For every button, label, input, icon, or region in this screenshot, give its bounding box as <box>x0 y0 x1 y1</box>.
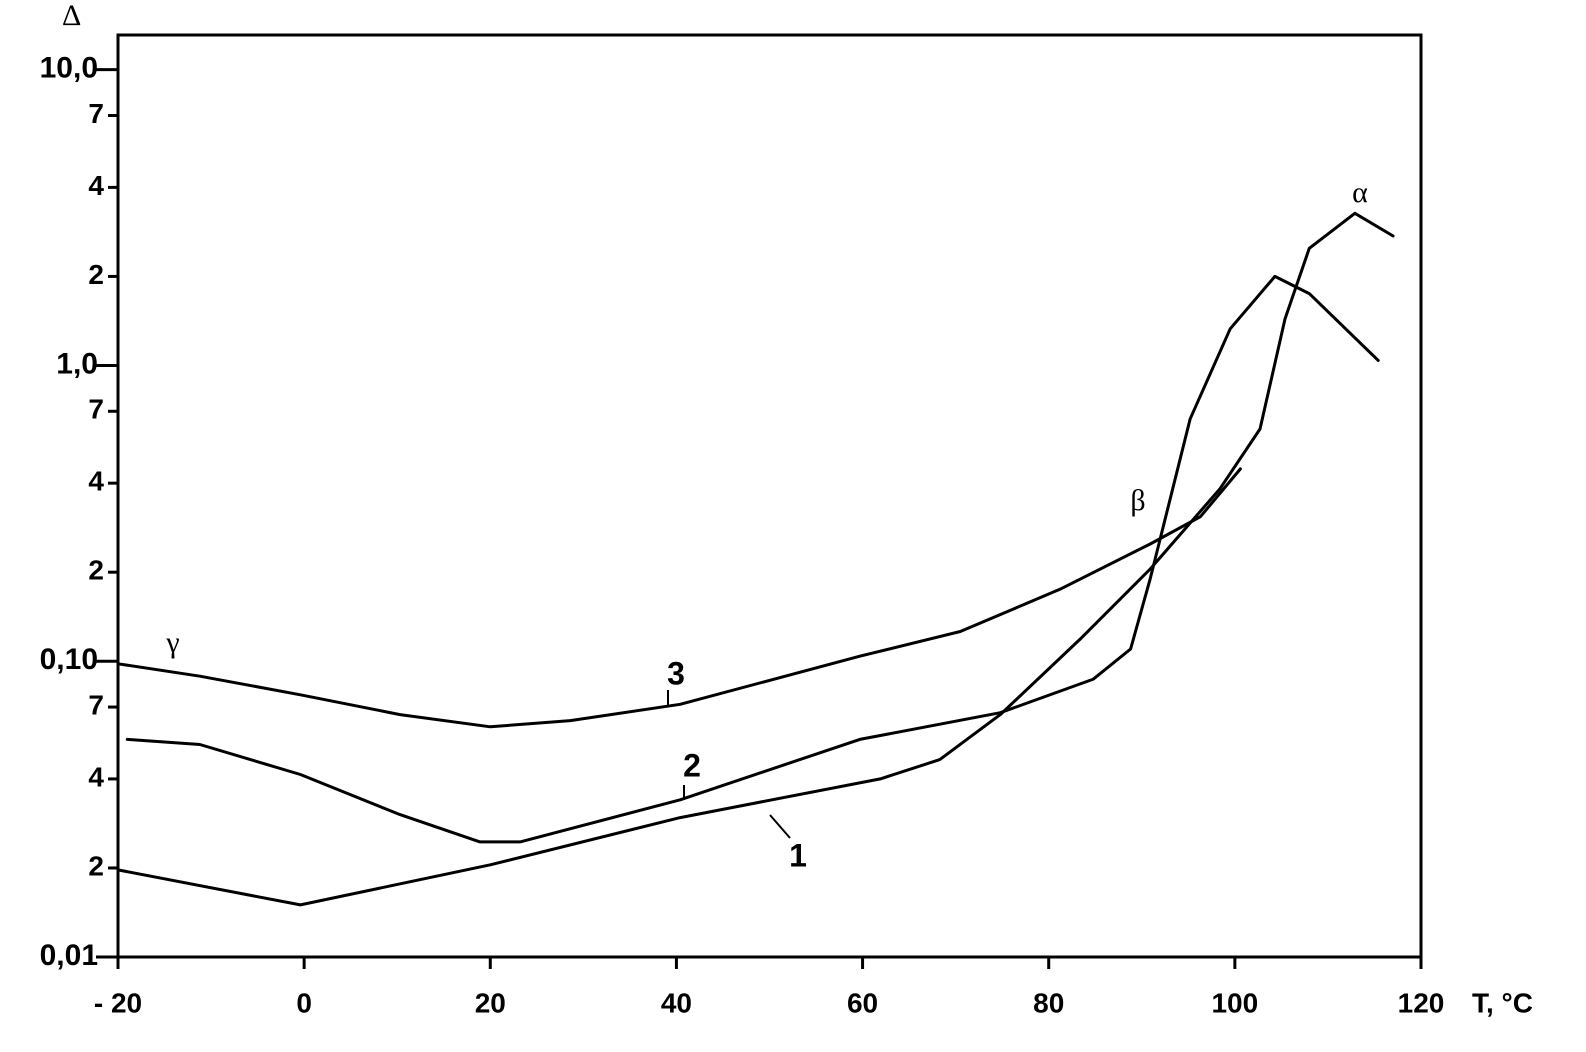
data-line <box>125 274 1380 844</box>
plot-frame <box>116 33 1423 959</box>
y-tick-label: 4 <box>88 761 104 792</box>
y-tick-label: 2 <box>88 555 104 586</box>
y-tick-label: 7 <box>88 394 104 425</box>
annotation: β <box>1130 484 1145 517</box>
y-tick-label: 7 <box>88 98 104 129</box>
y-axis-label: Δ <box>62 0 81 32</box>
y-tick-label: 10,0 <box>40 52 98 85</box>
leader-line <box>769 814 791 839</box>
annotation: α <box>1352 176 1368 209</box>
curve-label: 3 <box>667 655 685 691</box>
x-tick-label: 100 <box>1211 987 1258 1018</box>
curve-label: 2 <box>683 747 701 783</box>
x-tick-label: 40 <box>661 987 692 1018</box>
x-tick-label: 60 <box>847 987 878 1018</box>
x-tick-label: 120 <box>1398 987 1445 1018</box>
y-tick-label: 7 <box>88 689 104 720</box>
y-tick-label: 2 <box>88 259 104 290</box>
y-tick-label: 2 <box>88 850 104 881</box>
x-tick-label: - 20 <box>94 987 142 1018</box>
y-tick-label: 0,10 <box>40 643 98 676</box>
x-tick-label: 0 <box>296 987 312 1018</box>
x-tick-label: 20 <box>475 987 506 1018</box>
curve-label: 1 <box>789 837 807 873</box>
y-tick-label: 0,01 <box>40 939 98 972</box>
annotation: γ <box>165 626 179 659</box>
x-axis-label: T, °C <box>1472 987 1533 1018</box>
y-tick-label: 1,0 <box>56 347 98 380</box>
data-line <box>116 467 1242 729</box>
data-line <box>116 211 1395 907</box>
x-tick-label: 80 <box>1033 987 1064 1018</box>
y-tick-label: 4 <box>88 466 104 497</box>
y-tick-label: 4 <box>88 170 104 201</box>
